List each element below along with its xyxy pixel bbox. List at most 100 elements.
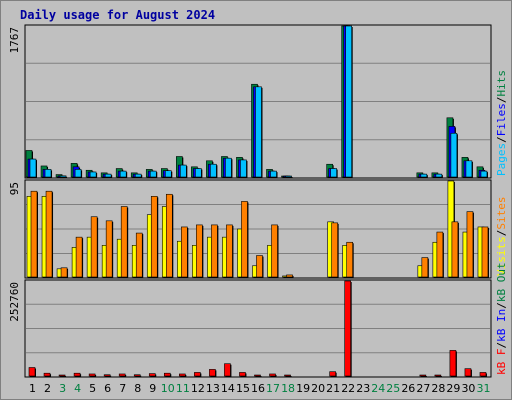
- x-tick-label: 17: [266, 382, 280, 395]
- bar-sites: [90, 216, 98, 278]
- bar-pages: [225, 157, 232, 178]
- bar-sites: [30, 190, 38, 278]
- bar-pages: [255, 86, 262, 178]
- x-tick-label: 18: [281, 382, 295, 395]
- bar-shadow: [105, 375, 112, 377]
- chart-panels: 1767Pages/Files/Hits95Visits/Sites252760…: [8, 24, 508, 378]
- bar-kb-f: [58, 374, 66, 377]
- bar-sites: [165, 193, 173, 278]
- x-tick-label: 12: [191, 382, 205, 395]
- x-tick-label: 29: [446, 382, 460, 395]
- x-tick-label: 9: [149, 382, 156, 395]
- bar-kb-f: [148, 373, 156, 377]
- x-tick-label: 14: [221, 382, 235, 395]
- bar-pages: [345, 25, 352, 178]
- bar-sites: [120, 206, 128, 278]
- bar-kb-f: [73, 372, 81, 377]
- x-tick-label: 10: [161, 382, 175, 395]
- bar-kb-f: [224, 363, 231, 377]
- x-tick-label: 22: [341, 382, 355, 395]
- x-tick-label: 21: [326, 382, 340, 395]
- x-tick-label: 4: [74, 382, 81, 395]
- panel-mid: 95 Visits/Sites: [8, 179, 508, 279]
- bar-sites: [181, 226, 188, 278]
- x-tick-label: 31: [476, 382, 490, 395]
- x-tick-label: 7: [119, 382, 126, 395]
- bar-pages: [330, 168, 337, 178]
- bar-kb-f: [254, 374, 261, 377]
- x-tick-label: 6: [104, 382, 111, 395]
- x-tick-label: 27: [416, 382, 430, 395]
- x-tick-label: 19: [296, 382, 310, 395]
- legend-separator: /: [495, 230, 508, 237]
- bar-sites: [331, 222, 338, 278]
- x-tick-label: 11: [176, 382, 190, 395]
- bar-shadow: [285, 376, 292, 377]
- bar-kb-f: [28, 367, 36, 377]
- bar-pages: [210, 163, 217, 178]
- bar-pages: [195, 168, 202, 178]
- bar-sites: [421, 257, 429, 278]
- legend-entry: kB Out: [495, 262, 508, 302]
- bar-pages: [480, 170, 488, 178]
- bar-pages: [89, 171, 97, 178]
- bar-pages: [270, 170, 277, 178]
- bar-pages: [180, 164, 187, 178]
- legend-separator: /: [495, 302, 508, 309]
- bar-pages: [149, 170, 157, 178]
- bar-sites: [45, 190, 53, 278]
- legend: Visits/Sites: [495, 197, 508, 277]
- bar-kb-f: [449, 350, 457, 377]
- bar-kb-f: [419, 374, 427, 377]
- bar-pages: [134, 173, 142, 178]
- bar-sites: [196, 224, 203, 278]
- bar-sites: [256, 255, 263, 278]
- bar-kb-f: [179, 373, 186, 377]
- bar-kb-f: [88, 373, 96, 377]
- legend-separator: /: [495, 342, 508, 349]
- bar-pages: [44, 169, 52, 178]
- legend: kB F/kB In/kB Out: [495, 262, 508, 375]
- legend-entry: Visits: [495, 236, 508, 276]
- bar-kb-f: [464, 368, 472, 377]
- bar-shadow: [420, 376, 427, 377]
- bar-shadow: [255, 376, 262, 377]
- bar-kb-f: [269, 373, 276, 377]
- x-tick-label: 20: [311, 382, 325, 395]
- x-tick-label: 30: [461, 382, 475, 395]
- bar-shadow: [435, 376, 442, 377]
- x-tick-label: 8: [134, 382, 141, 395]
- bar-sites: [451, 221, 459, 278]
- y-max-label: 252760: [8, 282, 21, 322]
- legend-entry: Sites: [495, 197, 508, 230]
- y-max-label: 1767: [8, 27, 21, 54]
- bar-sites: [60, 267, 68, 278]
- x-tick-label: 5: [89, 382, 96, 395]
- x-tick-label: 3: [59, 382, 66, 395]
- bar-shadow: [61, 176, 68, 178]
- panel-bottom: 252760 kB F/kB In/kB Out: [8, 262, 508, 378]
- bar-sites: [241, 201, 248, 278]
- bar-pages: [240, 159, 247, 178]
- x-tick-label: 13: [206, 382, 220, 395]
- x-tick-label: 24: [371, 382, 385, 395]
- bar-kb-f: [103, 374, 111, 377]
- bar-kb-f: [133, 374, 141, 377]
- bar-pages: [465, 160, 473, 178]
- legend-entry: Files: [495, 103, 508, 136]
- legend-entry: kB F: [495, 349, 508, 376]
- bar-sites: [226, 224, 233, 278]
- bar-pages: [420, 173, 428, 178]
- x-axis-labels: 1 2 3 4 5 6 7 8 9 10 11 12 13 14 15 16 17 18 19 20 21 22 23 24 2…: [29, 382, 490, 395]
- bar-sites: [286, 274, 293, 278]
- bar-kb-f: [479, 372, 487, 377]
- bar-kb-f: [118, 373, 126, 377]
- x-tick-label: 16: [251, 382, 265, 395]
- x-tick-label: 28: [431, 382, 445, 395]
- bar-sites: [346, 241, 353, 278]
- bar-shadow: [60, 376, 67, 377]
- bar-shadow: [135, 375, 142, 377]
- bar-sites: [105, 220, 113, 278]
